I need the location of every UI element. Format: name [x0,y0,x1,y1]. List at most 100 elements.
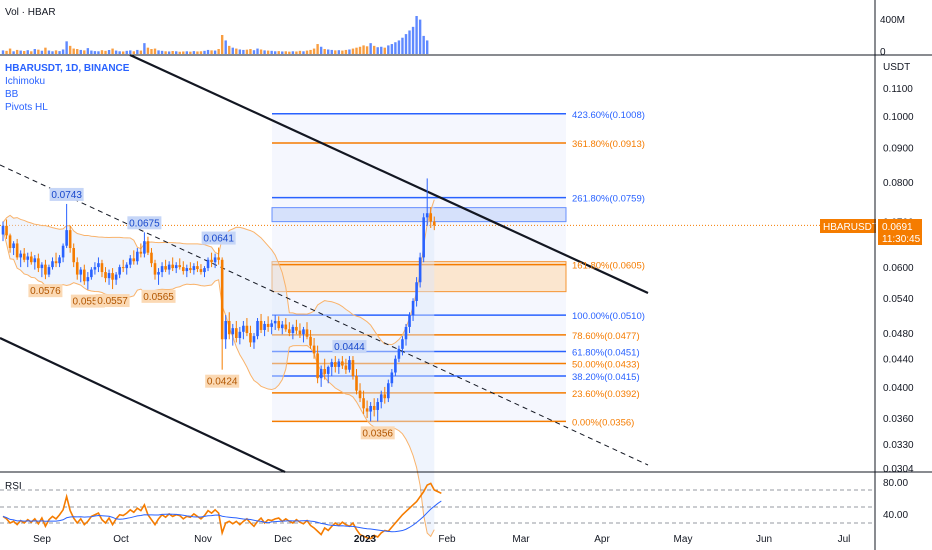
volume-bar [111,48,114,54]
volume-bar [72,48,75,54]
volume-bar [185,51,189,54]
rsi-pane: RSI 80.00 40.00 [0,478,908,540]
pivot-label: 0.0424 [207,377,238,388]
price-tick-label: 0.0480 [883,329,914,340]
indicator-ichimoku[interactable]: Ichimoku [5,76,45,87]
volume-bar [129,50,132,54]
time-axis-label: Feb [438,534,456,545]
volume-bar [319,46,323,54]
candle-body [206,259,210,269]
volume-bar [178,51,181,54]
lower-channel-line[interactable] [0,337,286,473]
candle-body [37,258,40,269]
time-axis-label: Apr [594,534,610,545]
candle-body [125,264,129,269]
pivot-label-bg [49,187,84,201]
volume-bar [47,50,51,54]
time-axis-label: Jun [756,534,772,545]
volume-bar [157,50,160,54]
time-axis-label: Sep [33,534,51,545]
price-tick-label: 0.1100 [883,84,913,95]
candle-body [326,366,330,374]
volume-bar [125,50,128,54]
candle-body [128,258,132,265]
price-tick-label: 0.0400 [883,383,914,394]
fib-labels: 423.60%(0.1008) 361.80%(0.0913) 261.80%(0.… [572,110,645,429]
time-axis-label: May [674,534,693,545]
volume-bar [189,51,192,54]
volume-bar [150,49,153,54]
candle-body [238,331,242,339]
candle-body [429,213,433,222]
candle-body [263,323,266,330]
current-price-tag: HBARUSDT 0.0691 11:30:45 [820,219,922,245]
candle-body [369,405,372,412]
candle-body [213,257,217,263]
candle-body [44,264,47,275]
candle-body [323,368,326,374]
indicator-bb[interactable]: BB [5,89,19,100]
dashed-trendline[interactable] [0,164,649,466]
candle-body [199,269,203,273]
candle-body [26,256,30,260]
candle-body [358,390,362,399]
candle-body [150,252,153,264]
volume-bar [327,49,330,54]
volume-bar [362,45,365,54]
volume-bar [86,48,90,54]
candle-body [83,269,86,282]
volume-bar [394,42,397,54]
price-axis-unit: USDT [883,62,910,73]
pivot-label-bg [332,340,367,354]
volume-bar [316,44,319,54]
candle-body [316,353,319,379]
candle-body [196,266,199,270]
indicator-pivots[interactable]: Pivots HL [5,102,48,113]
fib-label: 361.80%(0.0913) [572,139,645,150]
volume-bar [139,50,143,54]
price-tag-bg [878,219,922,245]
rsi-ma-line [2,500,442,533]
candle-body [33,258,37,263]
volume-bar [210,50,213,54]
candle-body [174,265,178,269]
volume-bar [404,34,408,54]
volume-bar [136,49,139,54]
volume-bar [418,19,422,54]
volume-bar [61,49,65,54]
fib-label: 423.60%(0.1008) [572,110,645,121]
candle-body [19,253,22,258]
candle-body [121,267,125,269]
symbol-title[interactable]: HBARUSDT, 1D, BINANCE [5,63,130,74]
volume-bar [312,48,316,54]
volume-bar [118,51,121,54]
candle-body [15,243,19,258]
candle-body [288,329,291,334]
upper-channel-line[interactable] [129,54,649,294]
candle-body [178,265,182,268]
fib-label: 0.00%(0.0356) [572,417,634,428]
time-axis[interactable]: Sep Oct Nov Dec 2023 Feb Mar Apr May Jun Jul [33,534,850,545]
candle-body [40,264,44,269]
candles [1,178,436,422]
candle-body [192,266,196,271]
trendlines[interactable] [0,54,649,473]
symbol-tag-bg [820,219,876,233]
volume-bar [252,50,256,54]
volume-bar [249,49,252,54]
pivot-label: 0.0641 [203,234,234,245]
price-axis[interactable]: USDT 0.11000.10000.09000.08000.07000.060… [883,62,914,475]
volume-bar [355,47,358,54]
candle-body [252,336,256,343]
volume-bar [58,51,61,54]
rsi-axis-40: 40.00 [883,510,908,521]
volume-bar [288,51,291,54]
candle-body [68,230,72,249]
candle-body [404,326,408,340]
volume-bar [235,48,238,54]
volume-bar [30,51,33,54]
candle-body [54,261,58,264]
pivot-label: 0.0565 [143,292,174,303]
resistance-zone[interactable] [271,207,567,223]
